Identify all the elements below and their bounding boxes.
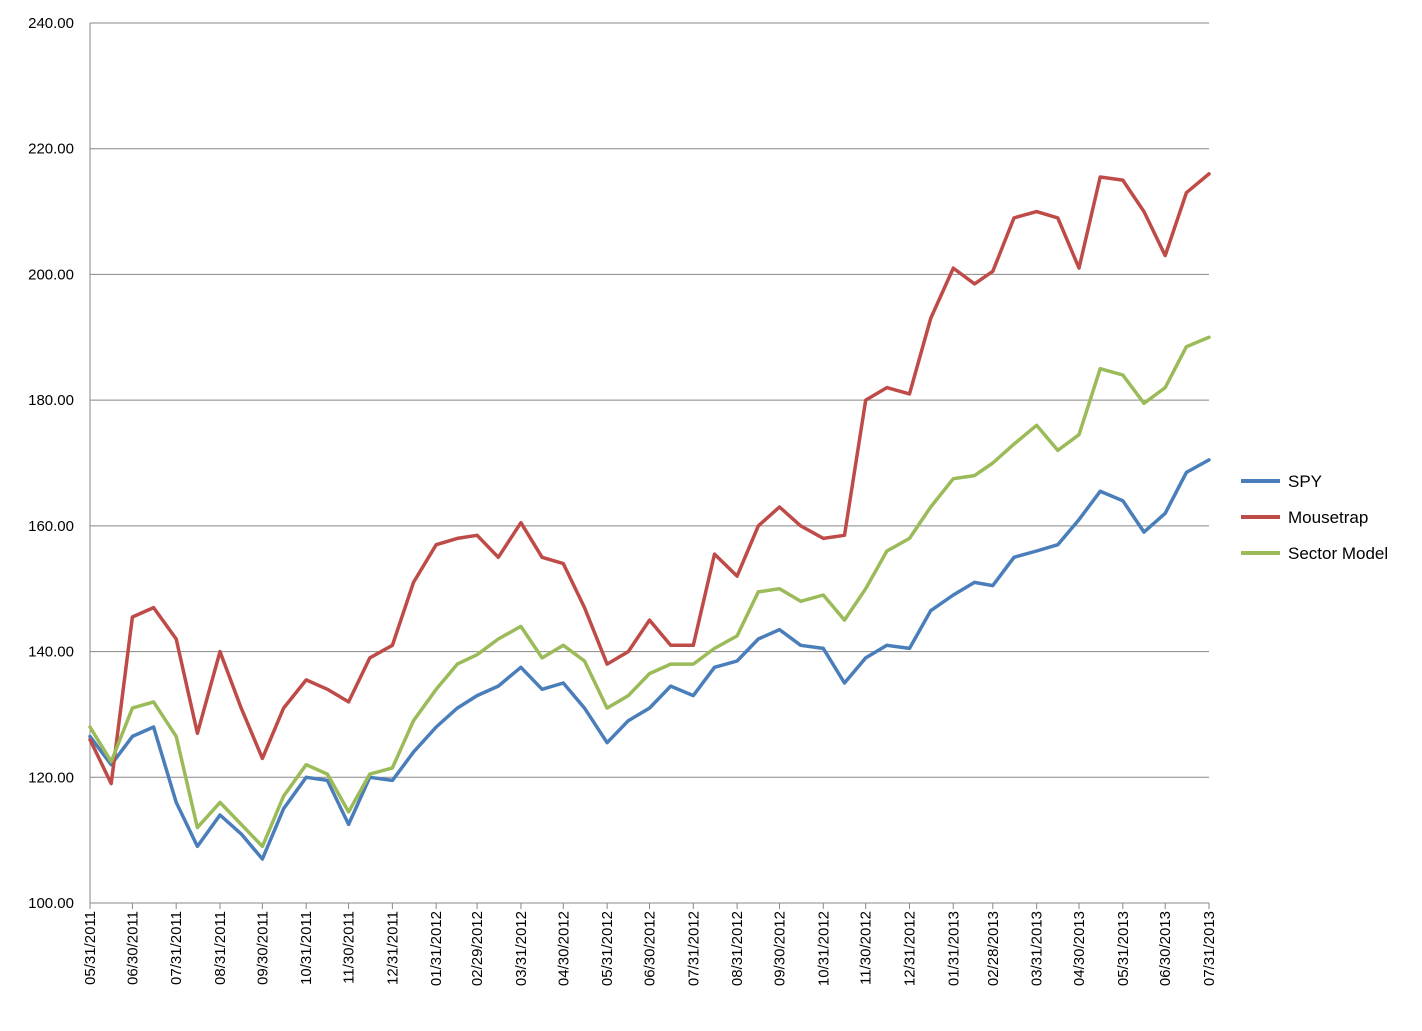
y-tick-label: 100.00 (28, 895, 74, 912)
x-tick-label: 03/31/2012 (513, 911, 530, 986)
x-tick-label: 06/30/2012 (642, 911, 659, 986)
y-tick-label: 240.00 (28, 15, 74, 32)
x-tick-label: 05/31/2011 (82, 911, 99, 985)
x-tick-label: 09/30/2012 (771, 911, 788, 986)
y-tick-label: 120.00 (28, 769, 74, 786)
x-tick-label: 09/30/2011 (254, 911, 271, 985)
x-tick-label: 05/31/2013 (1115, 911, 1132, 986)
x-tick-label: 07/31/2012 (685, 911, 702, 986)
x-tick-label: 07/31/2011 (168, 911, 185, 985)
legend-item-sector-model: Sector Model (1241, 544, 1388, 563)
legend-label: Mousetrap (1288, 508, 1368, 527)
y-tick-label: 220.00 (28, 141, 74, 158)
x-tick-label: 12/31/2012 (901, 911, 918, 986)
x-tick-label: 01/31/2013 (945, 911, 962, 986)
legend-label: SPY (1288, 472, 1322, 491)
x-tick-label: 05/31/2012 (599, 911, 616, 986)
x-tick-label: 03/31/2013 (1029, 911, 1046, 986)
x-tick-label: 11/30/2011 (341, 911, 358, 984)
x-tick-label: 06/30/2011 (124, 911, 141, 985)
x-tick-label: 02/28/2013 (985, 911, 1002, 986)
legend-item-spy: SPY (1241, 472, 1322, 491)
x-axis: 05/31/2011 06/30/2011 07/31/2011 08/31/2011… (82, 902, 1218, 986)
legend-item-mousetrap: Mousetrap (1241, 508, 1368, 527)
x-tick-label: 08/31/2011 (212, 911, 229, 985)
y-tick-label: 140.00 (28, 644, 74, 661)
x-tick-label: 06/30/2013 (1157, 911, 1174, 986)
x-tick-label: 04/30/2012 (555, 911, 572, 986)
series-line-spy (88, 458, 1211, 861)
x-tick-label: 10/31/2012 (815, 911, 832, 986)
series-line-sector-model (88, 335, 1211, 849)
x-tick-label: 08/31/2012 (729, 911, 746, 986)
series-lines (88, 172, 1211, 861)
x-tick-label: 07/31/2013 (1201, 911, 1218, 986)
x-tick-label: 10/31/2011 (298, 911, 315, 985)
gridlines (90, 22, 1209, 904)
x-tick-label: 12/31/2011 (384, 911, 401, 985)
series-line-mousetrap (88, 172, 1211, 786)
x-tick-label: 01/31/2012 (428, 911, 445, 986)
x-tick-label: 04/30/2013 (1071, 911, 1088, 986)
y-axis: 100.00 120.00 140.00 160.00 180.00 200.00 220.… (28, 15, 91, 912)
legend-label: Sector Model (1288, 544, 1388, 563)
x-tick-label: 02/29/2012 (469, 911, 486, 986)
y-tick-label: 180.00 (28, 392, 74, 409)
y-tick-label: 160.00 (28, 518, 74, 535)
x-tick-label: 11/30/2012 (858, 911, 875, 985)
y-tick-label: 200.00 (28, 266, 74, 283)
legend: SPY Mousetrap Sector Model (1241, 472, 1388, 563)
